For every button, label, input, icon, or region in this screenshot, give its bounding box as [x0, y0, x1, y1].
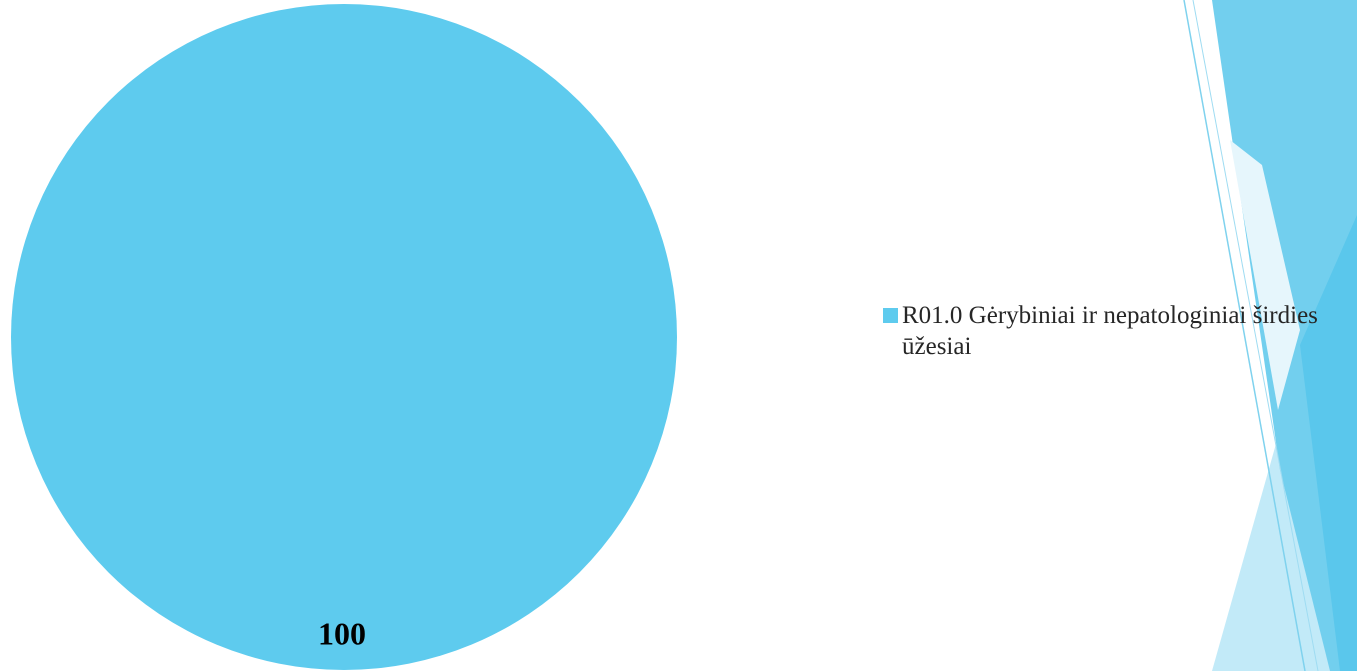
deco-line-inner	[1192, 0, 1319, 671]
legend-swatch	[883, 308, 898, 323]
pie-slice	[11, 4, 677, 670]
legend-label: R01.0 Gėrybiniai ir nepatologiniai širdi…	[902, 302, 1318, 360]
pie-chart: 100	[11, 4, 677, 670]
pie-data-label: 100	[318, 616, 366, 652]
chart-legend: R01.0 Gėrybiniai ir nepatologiniai širdi…	[883, 300, 1353, 362]
deco-line-outer	[1183, 0, 1306, 671]
deco-facet-white	[1230, 140, 1300, 410]
deco-facet-dark	[1300, 215, 1357, 671]
